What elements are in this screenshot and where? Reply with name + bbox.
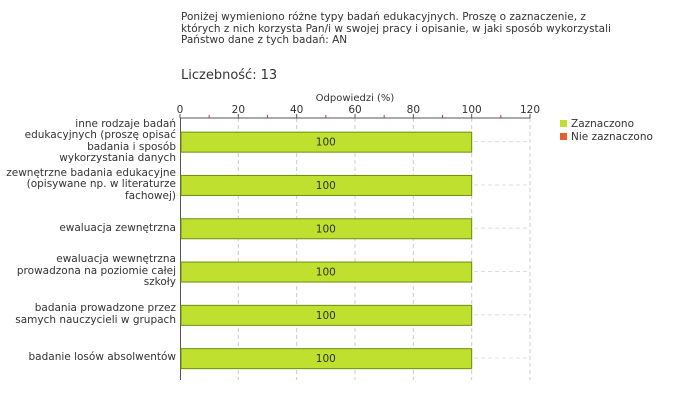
x-tick-label: 120: [520, 104, 540, 116]
category-label-line: (opisywane np. w literaturze: [26, 178, 176, 191]
legend-label-not-selected: Nie zaznaczono: [571, 130, 653, 143]
bar-selected: [180, 131, 473, 153]
category-label-line: zewnętrzne badania edukacyjne: [6, 166, 176, 179]
bar-selected: [180, 218, 473, 240]
count-value: 13: [260, 68, 278, 83]
legend: Zaznaczono Nie zaznaczono: [560, 117, 653, 143]
bar-value-label: 100: [316, 353, 336, 365]
question-line: Poniżej wymieniono różne typy badań eduk…: [181, 11, 586, 23]
question-line: Państwo dane z tych badań: AN: [181, 34, 348, 46]
x-tick-label: 60: [348, 104, 361, 116]
sample-count: Liczebność: 13: [181, 68, 277, 83]
category-label-line: badania prowadzone przez: [34, 302, 176, 315]
category-label-line: badania i sposób: [87, 140, 176, 153]
question-line: których z nich korzysta Pan/i w swojej p…: [181, 22, 611, 35]
bar-selected: [180, 261, 473, 283]
bar-selected: [180, 174, 473, 196]
category-label-line: samych nauczycieli w grupach: [15, 313, 176, 326]
category-label: zewnętrzne badania edukacyjne (opisywane …: [6, 166, 176, 203]
bar-value-label: 100: [316, 267, 336, 279]
category-label-line: fachowej): [124, 189, 176, 202]
legend-label-selected: Zaznaczono: [571, 117, 635, 130]
category-label: badanie losów absolwentów: [29, 352, 176, 364]
category-label-line: inne rodzaje badań: [75, 117, 176, 130]
legend-swatch-not-selected: [560, 133, 567, 140]
category-label: ewaluacja zewnętrzna: [59, 221, 176, 235]
category-label: ewaluacja wewnętrzna prowadzona na poziom…: [17, 254, 176, 289]
category-label-line: edukacyjnych (proszę opisać: [24, 129, 176, 142]
bar-selected: [180, 304, 473, 326]
x-tick-label: 100: [462, 104, 482, 116]
bar-value-label: 100: [316, 137, 336, 149]
x-tick-label: 20: [232, 104, 245, 116]
bar-selected: [180, 348, 473, 370]
x-tick-label: 80: [407, 104, 420, 116]
category-label: inne rodzaje badań edukacyjnych (proszę o…: [24, 117, 176, 165]
x-axis-title: Odpowiedzi (%): [315, 93, 395, 104]
x-tick-label: 0: [177, 104, 184, 116]
category-label-line: prowadzona na poziomie całej: [16, 264, 176, 277]
category-label-line: badanie losów absolwentów: [28, 351, 176, 364]
question-text: Poniżej wymieniono różne typy badań eduk…: [181, 11, 651, 47]
bar-value-label: 100: [316, 223, 336, 235]
category-label-line: szkoły: [143, 276, 176, 289]
legend-item-selected: Zaznaczono: [560, 117, 653, 130]
legend-item-not-selected: Nie zaznaczono: [560, 130, 653, 143]
category-label-line: wykorzystania danych: [59, 152, 176, 165]
category-label: badania prowadzone przez samych nauczycie…: [15, 303, 176, 326]
category-label-line: ewaluacja zewnętrzna: [59, 221, 176, 234]
count-label: Liczebność:: [181, 68, 257, 83]
category-label-line: ewaluacja wewnętrzna: [56, 253, 176, 266]
legend-swatch-selected: [560, 120, 567, 127]
bar-value-label: 100: [316, 180, 336, 192]
bar-value-label: 100: [316, 310, 336, 322]
x-tick-label: 40: [290, 104, 303, 116]
